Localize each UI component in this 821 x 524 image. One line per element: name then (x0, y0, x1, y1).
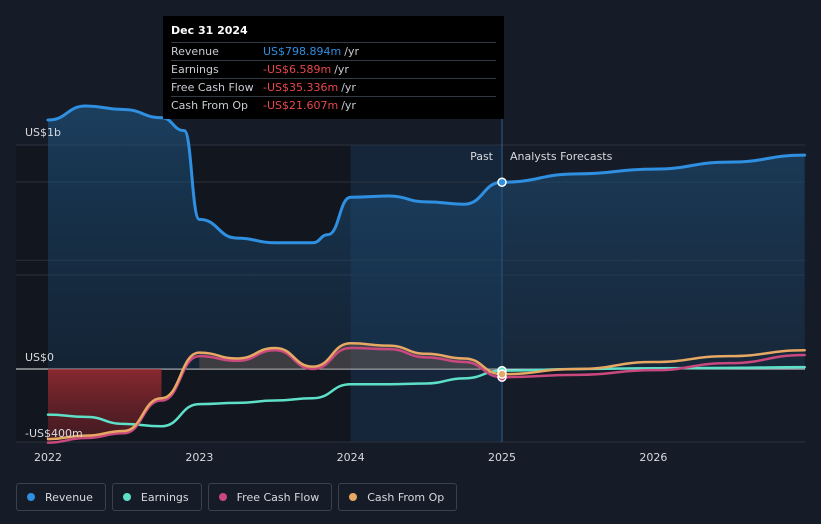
tooltip-row-earnings: Earnings -US$6.589m /yr (171, 60, 496, 78)
legend-item-revenue[interactable]: Revenue (16, 483, 106, 511)
legend-label: Free Cash Flow (236, 490, 320, 504)
legend: Revenue Earnings Free Cash Flow Cash Fro… (16, 483, 458, 511)
tooltip-row-revenue: Revenue US$798.894m /yr (171, 42, 496, 60)
tooltip-value: US$798.894m (263, 45, 342, 58)
tooltip-unit: /yr (344, 45, 359, 58)
tooltip-label: Revenue (171, 45, 219, 58)
marker-revenue (497, 177, 507, 187)
legend-dot-icon (218, 493, 227, 501)
legend-item-free-cash-flow[interactable]: Free Cash Flow (207, 483, 333, 511)
tooltip-date: Dec 31 2024 (171, 24, 248, 37)
tooltip-row-cash-from-op: Cash From Op -US$21.607m /yr (171, 96, 496, 114)
tooltip-value: -US$35.336m (263, 81, 339, 94)
legend-label: Earnings (140, 490, 189, 504)
x-tick-label: 2026 (639, 451, 667, 464)
y-axis-zero-label: US$0 (25, 351, 54, 364)
tooltip-unit: /yr (341, 99, 356, 112)
negative-cash-area (48, 369, 162, 440)
legend-item-cash-from-op[interactable]: Cash From Op (338, 483, 458, 511)
x-tick-label: 2025 (488, 451, 516, 464)
series-line-free-cash-flow (46, 346, 806, 444)
tooltip-value: -US$6.589m (263, 63, 332, 76)
marker-cash-from-op (497, 369, 507, 379)
legend-dot-icon (122, 493, 131, 501)
series-line-earnings (46, 365, 806, 428)
legend-label: Revenue (45, 490, 93, 504)
tooltip-row-free-cash-flow: Free Cash Flow -US$35.336m /yr (171, 78, 496, 96)
y-axis-top-label: US$1b (25, 126, 61, 139)
tooltip-unit: /yr (334, 63, 349, 76)
tooltip-value: -US$21.607m (263, 99, 339, 112)
tooltip-panel: Dec 31 2024 Revenue US$798.894m /yr Earn… (163, 16, 504, 119)
y-axis-bottom-label: -US$400m (25, 427, 83, 440)
legend-dot-icon (27, 493, 35, 501)
legend-label: Cash From Op (367, 490, 445, 504)
past-label: Past (470, 150, 494, 163)
tooltip-label: Cash From Op (171, 99, 249, 112)
x-tick-label: 2023 (185, 451, 213, 464)
series-line-cash-from-op (46, 342, 806, 441)
x-tick-label: 2024 (337, 451, 365, 464)
tooltip-label: Earnings (171, 63, 219, 76)
legend-dot-icon (349, 493, 358, 501)
x-tick-label: 2022 (34, 451, 62, 464)
forecast-label: Analysts Forecasts (510, 150, 613, 163)
legend-item-earnings[interactable]: Earnings (111, 483, 202, 511)
tooltip-unit: /yr (341, 81, 356, 94)
tooltip-label: Free Cash Flow (171, 81, 254, 94)
